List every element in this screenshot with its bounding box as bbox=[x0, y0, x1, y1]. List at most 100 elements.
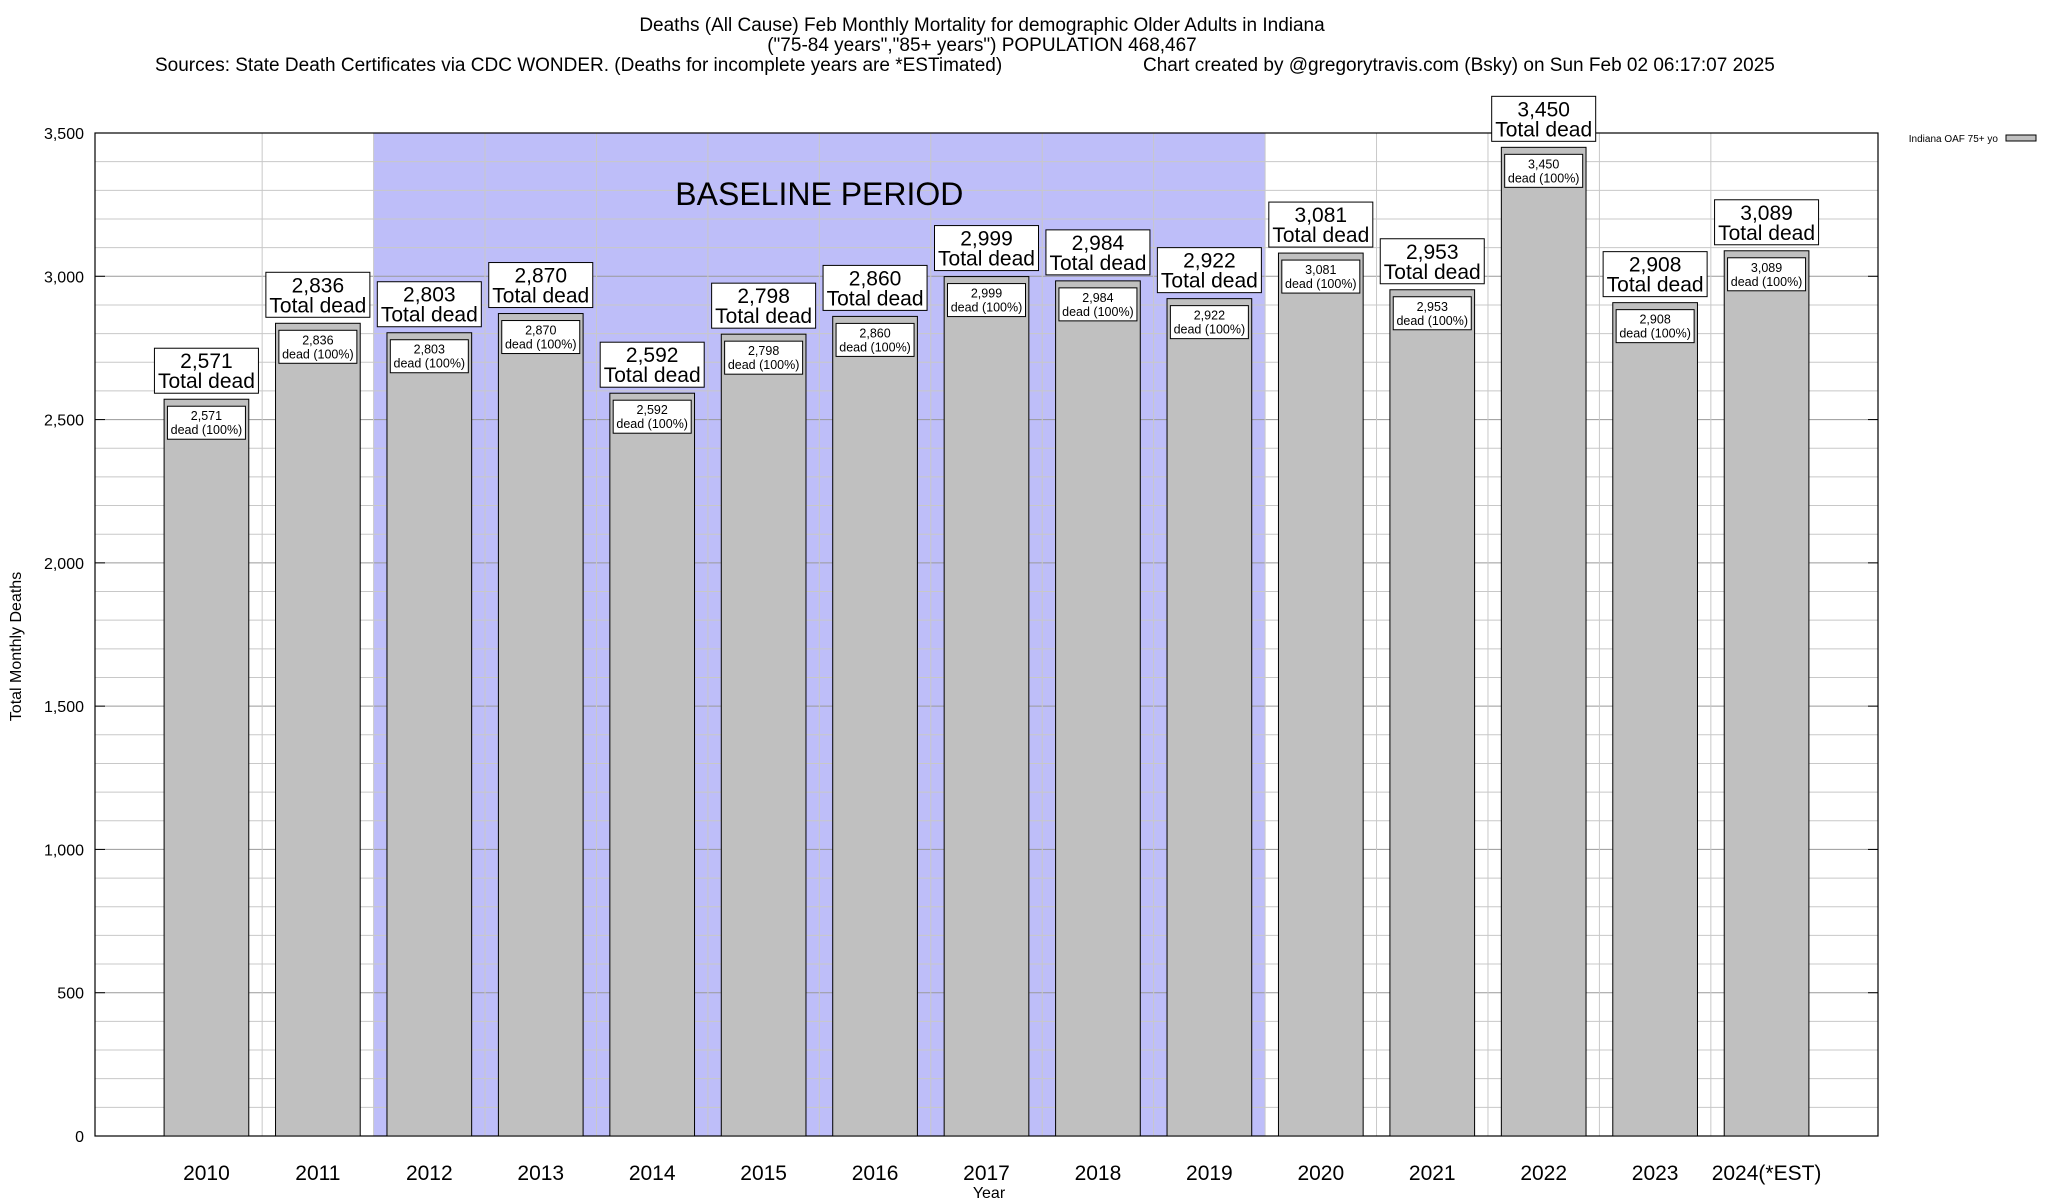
inner-label-box bbox=[724, 340, 804, 375]
inner-share-label: dead (100%) bbox=[394, 357, 466, 371]
y-tick-label: 2,000 bbox=[44, 556, 84, 573]
bar-2012 bbox=[386, 332, 473, 1137]
x-tick-label: 2022 bbox=[1520, 1162, 1567, 1185]
inner-value-label: 2,908 bbox=[1639, 313, 1670, 327]
inner-label-box bbox=[1615, 309, 1695, 344]
inner-share-label: dead (100%) bbox=[1619, 327, 1691, 341]
outer-label-box bbox=[599, 341, 705, 388]
outer-total-label: Total dead bbox=[604, 364, 701, 387]
outer-label-box bbox=[1379, 238, 1485, 285]
x-tick-label: 2020 bbox=[1297, 1162, 1344, 1185]
x-tick-label: 2024(*EST) bbox=[1712, 1162, 1822, 1185]
plot-area: BASELINE PERIOD 0 500 1,000 1,500 2,000 2,500 3… bbox=[8, 95, 2037, 1200]
inner-share-label: dead (100%) bbox=[1285, 277, 1357, 291]
bar-2014 bbox=[609, 392, 696, 1137]
outer-label-box bbox=[822, 264, 928, 311]
y-tick-label: 3,500 bbox=[44, 126, 84, 143]
inner-share-label: dead (100%) bbox=[1396, 314, 1468, 328]
inner-label-box bbox=[835, 322, 915, 357]
bar-2011 bbox=[275, 322, 361, 1137]
outer-label-box bbox=[1156, 247, 1262, 294]
inner-value-label: 2,953 bbox=[1417, 300, 1448, 314]
inner-share-label: dead (100%) bbox=[505, 338, 577, 352]
bar-2015 bbox=[720, 333, 807, 1137]
inner-value-label: 2,870 bbox=[525, 324, 556, 338]
bar-2019 bbox=[1166, 298, 1253, 1137]
outer-label-box bbox=[265, 271, 371, 318]
inner-value-label: 3,450 bbox=[1528, 157, 1559, 171]
y-tick-label: 3,000 bbox=[44, 269, 84, 286]
outer-total-label: Total dead bbox=[1607, 274, 1704, 297]
inner-label-box bbox=[1392, 296, 1472, 331]
inner-label-box bbox=[1169, 305, 1249, 340]
x-tick-label: 2018 bbox=[1075, 1162, 1122, 1185]
x-tick-label: 2016 bbox=[852, 1162, 899, 1185]
y-tick-label: 1,500 bbox=[44, 699, 84, 716]
inner-share-label: dead (100%) bbox=[282, 347, 354, 361]
bar-2018 bbox=[1055, 280, 1141, 1137]
x-tick-label: 2010 bbox=[183, 1162, 230, 1185]
outer-value-label: 3,450 bbox=[1517, 98, 1570, 121]
inner-value-label: 2,984 bbox=[1082, 291, 1113, 305]
y-tick-label: 1,000 bbox=[44, 842, 84, 859]
outer-value-label: 2,860 bbox=[849, 267, 902, 290]
outer-total-label: Total dead bbox=[827, 287, 924, 310]
inner-value-label: 3,081 bbox=[1305, 263, 1336, 277]
outer-value-label: 2,908 bbox=[1629, 254, 1682, 277]
outer-total-label: Total dead bbox=[1495, 118, 1592, 141]
bar-2021 bbox=[1389, 289, 1476, 1137]
inner-share-label: dead (100%) bbox=[728, 358, 800, 372]
y-tick-label: 0 bbox=[75, 1129, 84, 1146]
x-tick-label: 2015 bbox=[740, 1162, 787, 1185]
outer-value-label: 2,798 bbox=[737, 285, 790, 308]
x-tick-label: 2021 bbox=[1409, 1162, 1456, 1185]
bar-2020 bbox=[1277, 252, 1364, 1137]
inner-label-box bbox=[947, 283, 1026, 318]
inner-share-label: dead (100%) bbox=[839, 340, 911, 354]
bar-2017 bbox=[943, 276, 1030, 1137]
x-tick-label: 2019 bbox=[1186, 1162, 1233, 1185]
x-tick-label: 2023 bbox=[1632, 1162, 1679, 1185]
outer-value-label: 2,592 bbox=[626, 344, 679, 367]
y-tick-label: 2,500 bbox=[44, 413, 84, 430]
inner-share-label: dead (100%) bbox=[1508, 171, 1580, 185]
inner-label-box bbox=[1281, 259, 1361, 294]
x-tick-label: 2017 bbox=[963, 1162, 1010, 1185]
inner-share-label: dead (100%) bbox=[951, 301, 1023, 315]
chart-credit: Chart created by @gregorytravis.com (Bsk… bbox=[1143, 55, 1775, 76]
bar-2016 bbox=[832, 315, 918, 1137]
outer-total-label: Total dead bbox=[1049, 252, 1146, 275]
inner-value-label: 2,860 bbox=[859, 326, 890, 340]
bar-2013 bbox=[497, 313, 584, 1137]
inner-share-label: dead (100%) bbox=[1174, 323, 1246, 337]
inner-value-label: 2,836 bbox=[302, 333, 333, 347]
inner-label-box bbox=[389, 339, 469, 374]
inner-value-label: 2,999 bbox=[971, 287, 1002, 301]
outer-total-label: Total dead bbox=[381, 304, 478, 327]
outer-label-box bbox=[934, 225, 1039, 272]
inner-share-label: dead (100%) bbox=[1731, 275, 1803, 289]
outer-total-label: Total dead bbox=[715, 305, 812, 328]
inner-label-box bbox=[1504, 153, 1584, 188]
inner-label-box bbox=[1058, 287, 1138, 322]
legend-swatch bbox=[2005, 134, 2037, 142]
outer-label-box bbox=[153, 347, 259, 394]
bar-2024(*EST) bbox=[1723, 250, 1810, 1137]
x-tick-label: 2014 bbox=[629, 1162, 676, 1185]
outer-total-label: Total dead bbox=[1272, 224, 1369, 247]
outer-value-label: 2,984 bbox=[1072, 232, 1125, 255]
outer-total-label: Total dead bbox=[938, 248, 1035, 271]
outer-total-label: Total dead bbox=[269, 294, 366, 317]
outer-label-box bbox=[488, 262, 594, 309]
bar-2022 bbox=[1500, 146, 1587, 1137]
chart-subtitle: ("75-84 years","85+ years") POPULATION 4… bbox=[767, 35, 1197, 56]
outer-value-label: 3,081 bbox=[1295, 204, 1348, 227]
inner-value-label: 2,571 bbox=[191, 409, 222, 423]
inner-value-label: 2,798 bbox=[748, 344, 779, 358]
bar-2023 bbox=[1612, 302, 1698, 1137]
outer-label-box bbox=[711, 282, 817, 329]
inner-share-label: dead (100%) bbox=[171, 423, 243, 437]
inner-label-box bbox=[166, 405, 246, 440]
bar-2010 bbox=[163, 398, 250, 1137]
